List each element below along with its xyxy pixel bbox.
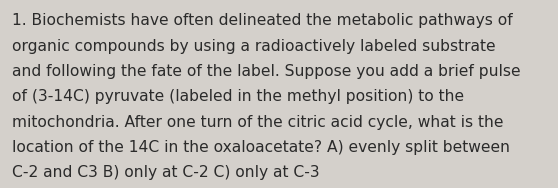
- Text: C-2 and C3 B) only at C-2 C) only at C-3: C-2 and C3 B) only at C-2 C) only at C-3: [12, 165, 320, 180]
- Text: organic compounds by using a radioactively labeled substrate: organic compounds by using a radioactive…: [12, 39, 496, 54]
- Text: and following the fate of the label. Suppose you add a brief pulse: and following the fate of the label. Sup…: [12, 64, 521, 79]
- Text: of (3-14C) pyruvate (labeled in the methyl position) to the: of (3-14C) pyruvate (labeled in the meth…: [12, 89, 464, 104]
- Text: location of the 14C in the oxaloacetate? A) evenly split between: location of the 14C in the oxaloacetate?…: [12, 140, 510, 155]
- Text: mitochondria. After one turn of the citric acid cycle, what is the: mitochondria. After one turn of the citr…: [12, 115, 504, 130]
- Text: 1. Biochemists have often delineated the metabolic pathways of: 1. Biochemists have often delineated the…: [12, 13, 513, 28]
